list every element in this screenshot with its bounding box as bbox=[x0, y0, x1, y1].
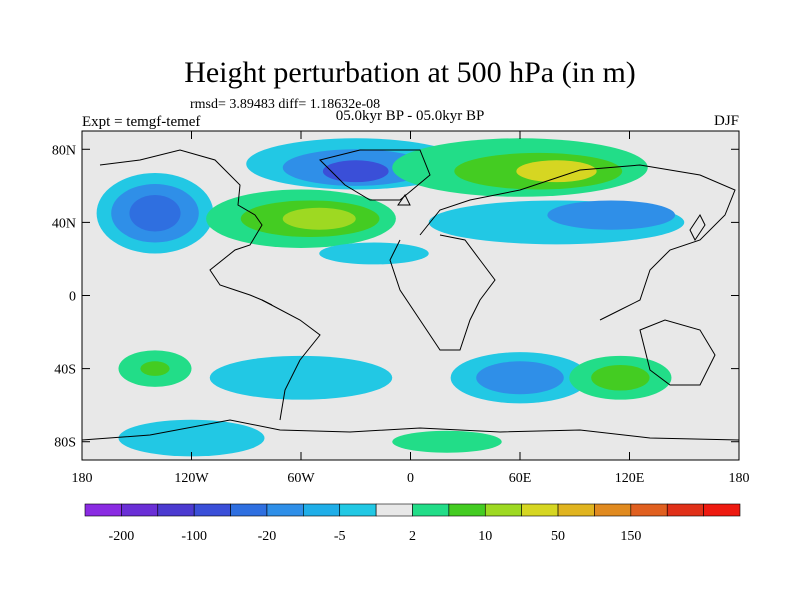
colorbar-label-0: -200 bbox=[109, 529, 135, 544]
field-region-2 bbox=[129, 194, 181, 232]
coast-uk bbox=[397, 194, 411, 206]
x-tick-label-6: 180 bbox=[729, 471, 750, 486]
field-region-22 bbox=[118, 419, 265, 457]
colorbar: -200 -100 -20 -5 2 10 50 150 bbox=[84, 503, 741, 544]
y-axis: 80N 40N 0 40S 80S bbox=[52, 143, 739, 451]
coastlines bbox=[82, 149, 739, 441]
coast-antarctica bbox=[82, 419, 739, 441]
colorbar-box-12 bbox=[521, 503, 559, 517]
colorbar-box-0 bbox=[84, 503, 122, 517]
x-tick-label-3: 0 bbox=[407, 471, 414, 486]
y-tick-label-0: 80N bbox=[52, 143, 76, 158]
field-region-17 bbox=[209, 355, 393, 400]
field-region-19 bbox=[476, 361, 564, 395]
x-tick-label-5: 120E bbox=[615, 471, 645, 486]
y-tick-label-4: 80S bbox=[54, 436, 76, 451]
page-title: Height perturbation at 500 hPa (in m) bbox=[184, 56, 636, 89]
colorbar-label-3: -5 bbox=[334, 529, 346, 544]
colorbar-box-1 bbox=[121, 503, 159, 517]
field-region-8 bbox=[282, 207, 356, 230]
colorbar-box-16 bbox=[666, 503, 704, 517]
colorbar-label-7: 150 bbox=[620, 529, 641, 544]
x-tick-label-2: 60W bbox=[287, 471, 315, 486]
map-panel: 180 120W 60W 0 60E 120E 180 80N 40N 0 40S 80S bbox=[52, 130, 750, 486]
field-region-11 bbox=[516, 160, 597, 183]
coast-japan bbox=[689, 214, 706, 241]
x-tick-label-0: 180 bbox=[72, 471, 93, 486]
field-region-21 bbox=[591, 364, 650, 391]
field-region-13 bbox=[547, 200, 676, 230]
colorbar-label-6: 50 bbox=[551, 529, 565, 544]
center-label: 05.0kyr BP - 05.0kyr BP bbox=[336, 108, 485, 124]
colorbar-box-2 bbox=[157, 503, 195, 517]
y-tick-label-3: 40S bbox=[54, 363, 76, 378]
left-label: Expt = temgf-temef bbox=[82, 114, 200, 130]
coast-europe-asia bbox=[419, 164, 736, 321]
coast-south-america bbox=[261, 299, 321, 421]
colorbar-box-15 bbox=[630, 503, 668, 517]
coast-greenland bbox=[319, 149, 431, 201]
field-region-23 bbox=[392, 430, 502, 453]
colorbar-box-9 bbox=[412, 503, 450, 517]
colorbar-box-8 bbox=[375, 503, 413, 517]
colorbar-box-3 bbox=[193, 503, 231, 517]
field-region-5 bbox=[322, 160, 389, 183]
field-region-16 bbox=[140, 361, 170, 376]
y-tick-label-1: 40N bbox=[52, 216, 76, 231]
colorbar-box-11 bbox=[484, 503, 522, 517]
colorbar-box-4 bbox=[230, 503, 268, 517]
x-tick-label-4: 60E bbox=[509, 471, 532, 486]
coast-north-america bbox=[99, 149, 273, 306]
colorbar-box-13 bbox=[557, 503, 595, 517]
colorbar-label-1: -100 bbox=[181, 529, 207, 544]
right-label: DJF bbox=[714, 113, 739, 129]
colorbar-label-5: 10 bbox=[478, 529, 492, 544]
field-region-14 bbox=[319, 242, 429, 265]
y-tick-label-2: 0 bbox=[69, 290, 76, 305]
x-tick-label-1: 120W bbox=[174, 471, 209, 486]
stats-line: rmsd= 3.89483 diff= 1.18632e-08 bbox=[190, 97, 380, 112]
colorbar-box-7 bbox=[339, 503, 377, 517]
colorbar-box-17 bbox=[703, 503, 741, 517]
colorbar-box-6 bbox=[303, 503, 341, 517]
coast-australia bbox=[639, 319, 716, 386]
colorbar-box-14 bbox=[594, 503, 632, 517]
perturbation-field bbox=[96, 138, 685, 457]
coast-africa bbox=[389, 234, 496, 351]
colorbar-box-5 bbox=[266, 503, 304, 517]
colorbar-box-10 bbox=[448, 503, 486, 517]
colorbar-label-2: -20 bbox=[258, 529, 277, 544]
colorbar-label-4: 2 bbox=[409, 529, 416, 544]
x-axis: 180 120W 60W 0 60E 120E 180 bbox=[72, 131, 750, 486]
